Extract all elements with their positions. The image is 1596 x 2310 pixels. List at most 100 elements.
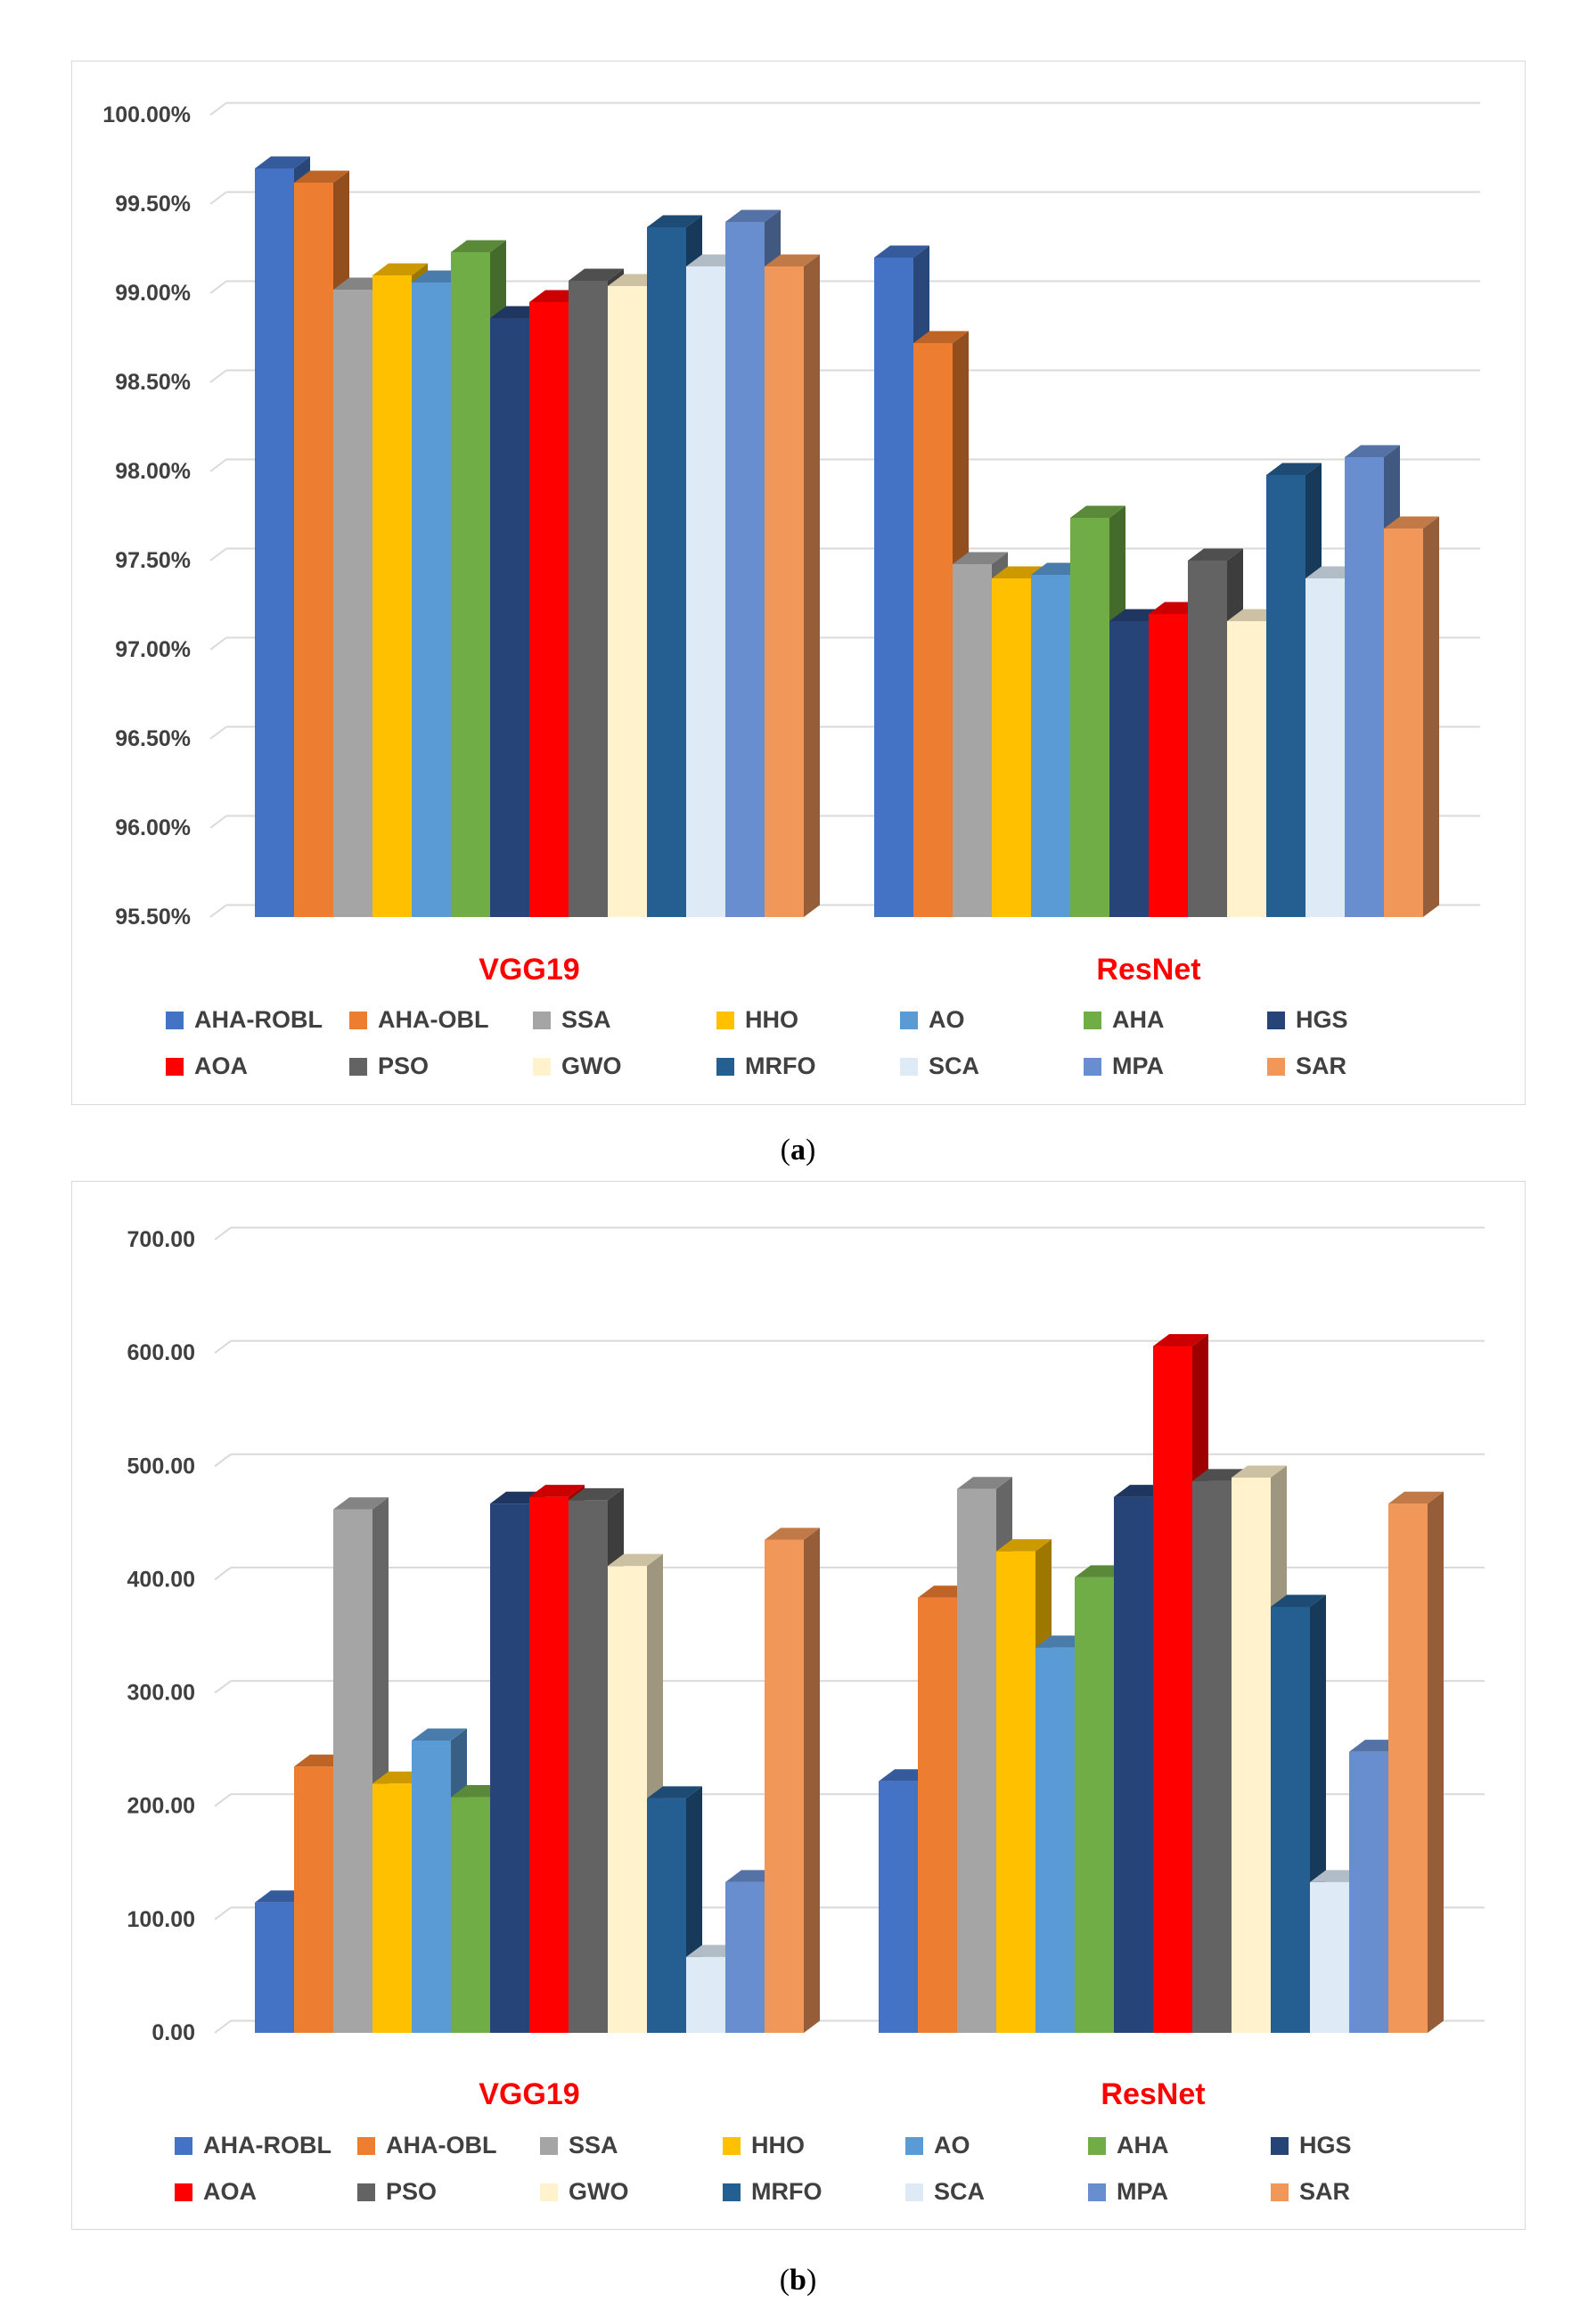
bar-top — [1232, 1465, 1287, 1478]
legend-swatch — [1084, 1058, 1101, 1076]
chart-panel-b: 0.00 100.00 200.00 300.00 400.00 500.00 600.00… — [71, 1181, 1526, 2230]
legend-label: PSO — [386, 2178, 437, 2205]
legend-swatch — [1267, 1012, 1285, 1029]
bar-top — [608, 1553, 663, 1567]
bar-front — [1232, 1478, 1271, 2033]
bar-front — [992, 578, 1031, 917]
legend-label: MRFO — [751, 2178, 822, 2205]
y-tick-label: 600.00 — [127, 1340, 195, 1365]
legend-label: HHO — [751, 2132, 805, 2158]
bar-front — [451, 1797, 490, 2033]
legend-item-sar: SAR — [1271, 2178, 1350, 2205]
bar-top — [765, 254, 820, 266]
gridline-depth — [209, 102, 227, 116]
y-tick-label: 200.00 — [127, 1794, 195, 1819]
y-tick-label: 96.00% — [115, 815, 191, 840]
y-tick-label: 0.00 — [151, 2020, 195, 2045]
gridline-depth — [214, 1453, 232, 1468]
bar-front — [913, 343, 953, 917]
legend-item-mpa: MPA — [1084, 1053, 1164, 1079]
bar-front — [765, 1539, 804, 2033]
legend-swatch — [533, 1058, 551, 1076]
legend-swatch — [1271, 2137, 1289, 2155]
legend-swatch — [357, 2137, 375, 2155]
bar-front — [412, 283, 451, 917]
bar-top — [953, 552, 1008, 564]
legend-swatch — [357, 2183, 375, 2201]
legend-swatch — [1271, 2183, 1289, 2201]
bar-front — [608, 286, 647, 917]
gridline-depth — [209, 636, 227, 651]
bar-front — [725, 1881, 765, 2033]
bar-side — [1428, 1491, 1444, 2033]
bar-front — [529, 1496, 569, 2033]
bar-front — [490, 318, 529, 917]
bar-sar-resnet — [1388, 1491, 1444, 2033]
bar-top — [412, 1728, 467, 1741]
bar-front — [294, 183, 333, 917]
legend-label: HHO — [745, 1006, 798, 1033]
legend-item-aha-robl: AHA-ROBL — [175, 2132, 331, 2158]
gridline-depth — [209, 369, 227, 383]
legend-item-aoa: AOA — [166, 1053, 248, 1079]
bar-top — [725, 209, 781, 222]
legend-swatch — [533, 1012, 551, 1029]
legend-item-aoa: AOA — [175, 2178, 257, 2205]
bar-front — [996, 1551, 1035, 2033]
bar-front — [333, 1509, 372, 2033]
legend-item-hgs: HGS — [1267, 1006, 1348, 1033]
legend-item-sca: SCA — [905, 2178, 985, 2205]
bar-top — [372, 263, 428, 275]
legend-swatch — [905, 2183, 923, 2201]
bar-front — [412, 1740, 451, 2033]
legend-swatch — [1084, 1012, 1101, 1029]
y-tick-label: 100.00% — [102, 102, 191, 127]
legend-item-gwo: GWO — [540, 2178, 629, 2205]
bar-top — [1070, 505, 1125, 518]
bar-front — [1035, 1647, 1075, 2033]
gridline-depth — [209, 458, 227, 472]
bar-top — [913, 331, 969, 343]
bar-top — [569, 268, 624, 281]
bar-front — [451, 252, 490, 917]
legend-item-hho: HHO — [723, 2132, 805, 2158]
legend-swatch — [349, 1058, 367, 1076]
bar-ssa-vgg19 — [333, 1497, 389, 2033]
legend-label: SAR — [1299, 2178, 1350, 2205]
bar-front — [647, 1798, 686, 2033]
category-label-vgg19: VGG19 — [479, 2077, 579, 2111]
y-tick-label: 98.00% — [115, 459, 191, 484]
legend-item-aha: AHA — [1084, 1006, 1165, 1033]
legend-item-sca: SCA — [900, 1053, 979, 1079]
bar-top — [647, 1786, 702, 1798]
bar-front — [765, 266, 804, 917]
bar-front — [1384, 528, 1423, 917]
bar-front — [725, 222, 765, 917]
legend-swatch — [166, 1058, 184, 1076]
bar-sar-vgg19 — [765, 254, 820, 917]
chart-a-svg: 95.50% 96.00% 96.50% 97.00% 97.50% 98.00% 98.5… — [102, 102, 1480, 1079]
y-tick-label: 100.00 — [127, 1907, 195, 1932]
bar-top — [996, 1539, 1052, 1552]
legend-label: AHA-OBL — [386, 2132, 496, 2158]
bar-front — [1266, 475, 1305, 917]
legend-item-aha-obl: AHA-OBL — [357, 2132, 496, 2158]
gridline-depth — [209, 547, 227, 561]
y-tick-label: 95.50% — [115, 905, 191, 930]
legend-label: HGS — [1299, 2132, 1352, 2158]
bar-top — [1384, 516, 1439, 528]
bar-front — [1070, 518, 1109, 917]
chart-panel-a: 95.50% 96.00% 96.50% 97.00% 97.50% 98.00% 98.5… — [71, 61, 1526, 1105]
legend-label: AHA-ROBL — [194, 1006, 323, 1033]
y-tick-label: 700.00 — [127, 1227, 195, 1252]
bar-front — [333, 290, 372, 917]
bar-top — [1153, 1334, 1208, 1347]
legend-item-pso: PSO — [349, 1053, 429, 1079]
y-tick-label: 99.00% — [115, 281, 191, 306]
bar-top — [255, 156, 310, 168]
gridline-depth — [209, 191, 227, 205]
caption-a: (a) — [780, 1134, 816, 1167]
bar-top — [451, 240, 506, 252]
y-tick-label: 300.00 — [127, 1681, 195, 1706]
caption-b-letter: b — [790, 2264, 806, 2297]
